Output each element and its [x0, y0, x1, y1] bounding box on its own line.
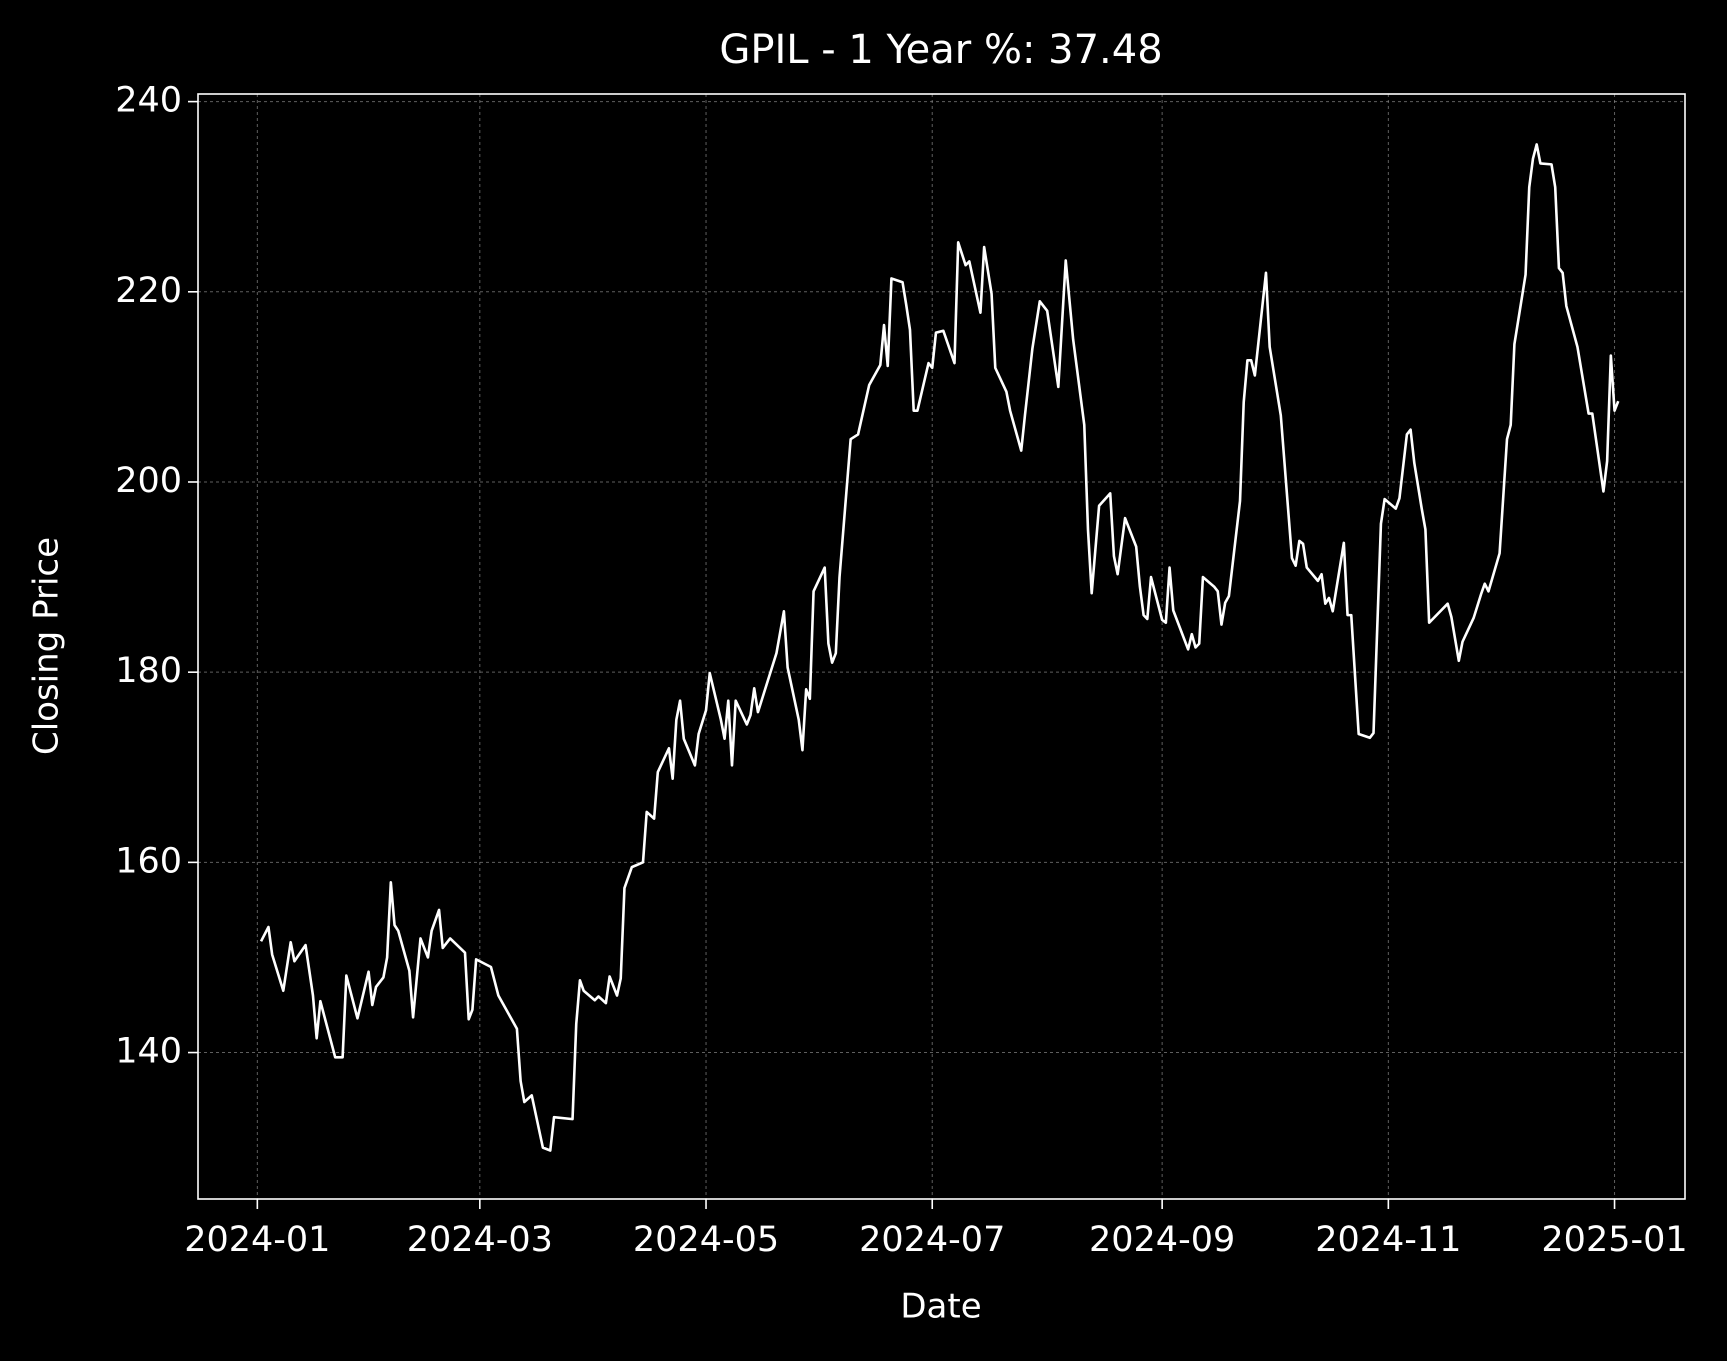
y-axis-label: Closing Price [27, 537, 67, 755]
y-tick-label: 200 [115, 461, 182, 501]
x-tick-label: 2025-01 [1541, 1220, 1687, 1260]
y-tick-label: 180 [115, 651, 182, 691]
x-tick-label: 2024-11 [1315, 1220, 1461, 1260]
price-line [259, 143, 1620, 1152]
chart-title: GPIL - 1 Year %: 37.48 [719, 27, 1162, 73]
x-axis-label: Date [900, 1287, 981, 1327]
y-tick-label: 160 [115, 841, 182, 881]
y-tick-label: 240 [115, 81, 182, 121]
plot-frame [197, 93, 1686, 1200]
x-tick-label: 2024-03 [407, 1220, 553, 1260]
y-tick-label: 220 [115, 271, 182, 311]
x-tick-label: 2024-07 [859, 1220, 1005, 1260]
y-tick-label: 140 [115, 1032, 182, 1072]
x-tick-label: 2024-01 [184, 1220, 330, 1260]
x-tick-label: 2024-09 [1089, 1220, 1235, 1260]
x-tick-label: 2024-05 [633, 1220, 779, 1260]
